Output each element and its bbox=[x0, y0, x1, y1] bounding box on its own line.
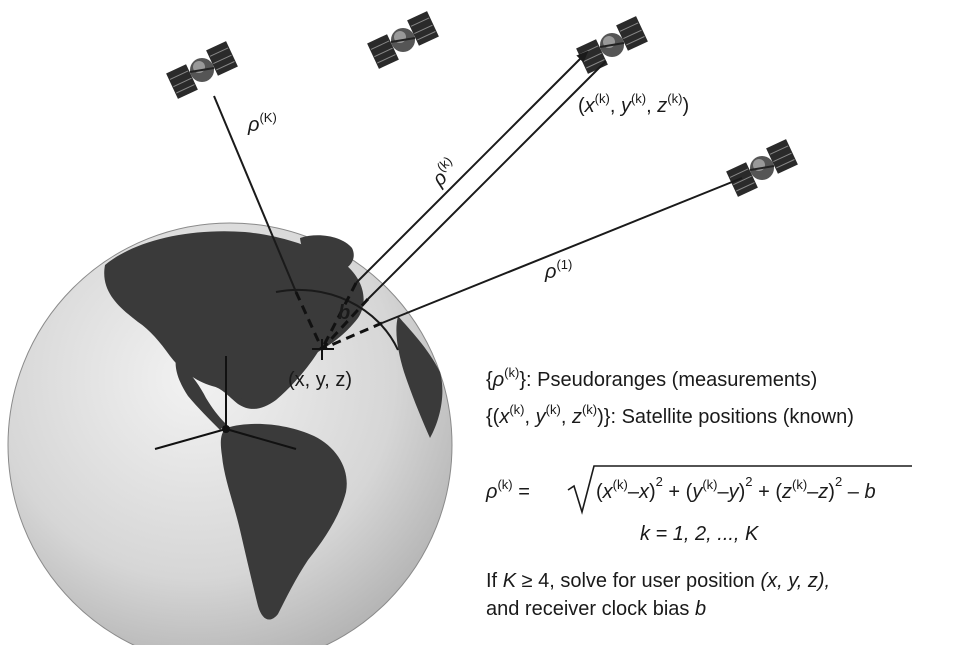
equation-index: k = 1, 2, ..., K bbox=[640, 523, 760, 545]
user-position-marker bbox=[312, 339, 334, 360]
satellite-4-icon bbox=[725, 138, 799, 198]
central-america bbox=[175, 358, 226, 430]
greenland bbox=[300, 235, 354, 272]
range-line-rho-1 bbox=[381, 177, 743, 324]
svg-text:(x(k)–x)2 + (y(k)–y)2 + (z(k)–: (x(k)–x)2 + (y(k)–y)2 + (z(k)–z)2 – b bbox=[596, 474, 876, 503]
dashed-line-2 bbox=[320, 282, 358, 350]
dashed-line-1 bbox=[294, 291, 324, 350]
range-line-rho-k bbox=[367, 60, 607, 300]
satellite-2-icon bbox=[366, 10, 440, 70]
svg-text:ρ(k) =: ρ(k) = bbox=[485, 477, 530, 503]
clock-bias-arc bbox=[275, 288, 399, 351]
note-line-1: If K ≥ 4, solve for user position (x, y,… bbox=[486, 570, 830, 592]
label-rho-K: ρ(K) bbox=[247, 110, 277, 136]
legend-satellites: {(x(k), y(k), z(k))}: Satellite position… bbox=[486, 402, 854, 428]
label-user-position: (x, y, z) bbox=[288, 369, 352, 391]
africa-edge bbox=[396, 316, 443, 438]
legend-pseudoranges: {ρ(k)}: Pseudoranges (measurements) bbox=[486, 365, 817, 391]
caribbean bbox=[232, 390, 268, 406]
range-line-rho-k-arrow bbox=[355, 50, 589, 284]
dashed-line-3 bbox=[320, 297, 370, 351]
dashed-line-4 bbox=[321, 321, 383, 351]
equator-axis bbox=[154, 356, 297, 450]
range-line-rho-K bbox=[213, 95, 297, 293]
pseudorange-equation: ρ(k) = (x(k)–x)2 + (y(k)–y)2 + (z(k)–z)2… bbox=[485, 465, 912, 515]
label-bias: b bbox=[338, 302, 350, 324]
south-america bbox=[220, 423, 347, 620]
label-rho-1: ρ(1) bbox=[544, 257, 572, 283]
satellite-3-icon bbox=[575, 15, 649, 75]
note-line-2: and receiver clock bias b bbox=[486, 598, 706, 620]
earth-globe bbox=[7, 222, 453, 645]
north-america bbox=[104, 231, 364, 409]
label-satellite-position: (x(k), y(k), z(k)) bbox=[578, 91, 689, 117]
label-rho-k: ρ(k) bbox=[425, 153, 463, 191]
satellite-1-icon bbox=[165, 40, 239, 100]
